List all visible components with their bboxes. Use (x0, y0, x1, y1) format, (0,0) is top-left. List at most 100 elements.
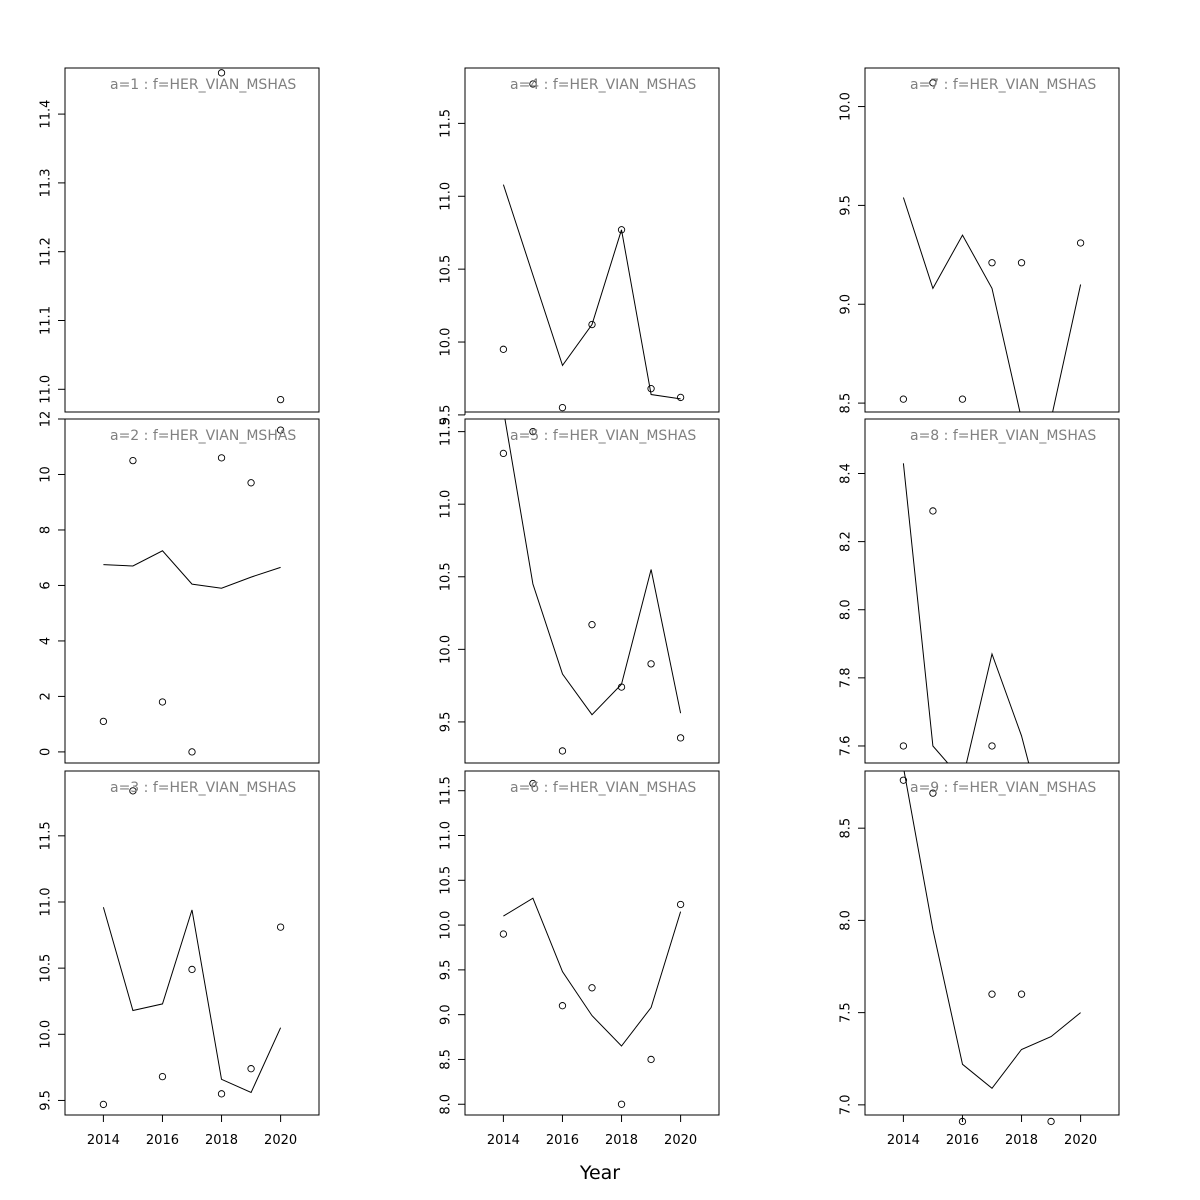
data-point (558, 403, 567, 412)
data-point (129, 787, 137, 795)
y-tick-label: 10.0 (839, 92, 854, 121)
fitted-line (903, 771, 1081, 1090)
y-tick-label: 8.5 (439, 1049, 454, 1070)
x-tick-label: 2020 (1064, 1133, 1097, 1148)
y-tick-label: 9.5 (439, 712, 454, 733)
y-tick-label: 11.4 (39, 100, 54, 129)
y-tick-label: 0 (39, 748, 54, 756)
data-point (988, 742, 996, 750)
data-point (129, 456, 137, 465)
panel-5: 9.5 10.0 10.5 11.0 11.5 a=5 : f=HER_VIAN_MSHA… (439, 417, 720, 764)
y-tick-label: 8.0 (839, 599, 854, 620)
y-tick-label: 10.5 (439, 562, 454, 591)
y-tick-label: 10.0 (439, 911, 454, 940)
y-tick-label: 11.5 (39, 821, 54, 850)
x-tick-label: 2020 (664, 1133, 697, 1148)
y-tick-label: 11.0 (39, 375, 54, 404)
data-point (276, 923, 285, 931)
y-tick-label: 7.5 (839, 1002, 854, 1023)
y-tick-label: 8.0 (839, 910, 854, 931)
data-point (958, 395, 967, 403)
y-tick-label: 7.8 (839, 668, 854, 689)
y-tick-label: 9.5 (439, 960, 454, 981)
data-point (158, 1072, 167, 1081)
y-tick-label: 11.0 (439, 490, 454, 519)
data-point (499, 930, 508, 938)
panel-frame (464, 67, 720, 413)
x-tick-label: 2016 (946, 1133, 979, 1148)
panel-data (103, 550, 281, 589)
y-tick-label: 8.0 (439, 1094, 454, 1115)
x-tick-label: 2016 (146, 1133, 179, 1148)
panel-title: a=7 : f=HER_VIAN_MSHAS (910, 77, 1096, 93)
panel-title: a=5 : f=HER_VIAN_MSHAS (510, 428, 696, 444)
data-point (899, 395, 908, 403)
y-tick-label: 10.0 (439, 635, 454, 664)
data-point (929, 79, 937, 87)
panel-title: a=3 : f=HER_VIAN_MSHAS (110, 780, 296, 796)
data-point (588, 984, 596, 992)
data-point (647, 660, 655, 668)
data-point (217, 454, 226, 462)
panel-frame (464, 418, 720, 764)
data-point (188, 748, 196, 756)
data-point (529, 427, 537, 436)
fitted-line (502, 184, 681, 400)
data-point (529, 779, 537, 788)
y-tick-label: 2 (39, 692, 54, 700)
panel-frame (864, 418, 1120, 764)
y-tick-label: 10.5 (439, 255, 454, 284)
y-tick-label: 8.4 (839, 463, 854, 484)
y-tick-label: 10 (39, 466, 54, 483)
data-point (247, 1065, 255, 1073)
y-tick-label: 9.0 (439, 1004, 454, 1025)
x-axis-title: Year (579, 1162, 620, 1184)
x-tick-label: 2016 (546, 1133, 579, 1148)
data-point (929, 789, 937, 797)
y-tick-label: 11.0 (439, 182, 454, 211)
panel-data (102, 907, 282, 1094)
y-tick-label: 9.5 (839, 195, 854, 216)
y-tick-label: 10.5 (439, 866, 454, 895)
y-tick-label: 9.5 (439, 405, 454, 426)
data-point (676, 900, 685, 909)
x-tick-label: 2014 (487, 1133, 520, 1148)
y-tick-label: 11.0 (439, 821, 454, 850)
panel-frame (64, 770, 320, 1116)
panel-data (902, 197, 1082, 412)
y-tick-label: 10.5 (39, 954, 54, 983)
y-tick-label: 4 (39, 637, 54, 645)
data-point (899, 776, 908, 784)
data-point (617, 1100, 626, 1108)
y-tick-label: 8.5 (839, 393, 854, 414)
x-tick-label: 2018 (205, 1133, 238, 1148)
data-point (676, 734, 685, 742)
data-point (647, 385, 655, 393)
y-tick-label: 11.3 (39, 168, 54, 197)
data-point (988, 990, 996, 998)
data-point (1047, 1117, 1055, 1126)
data-point (588, 621, 596, 629)
y-tick-label: 8 (39, 526, 54, 534)
panel-frame (64, 67, 320, 413)
y-tick-label: 11.2 (39, 237, 54, 266)
y-tick-label: 7.0 (839, 1095, 854, 1116)
data-point (588, 320, 596, 329)
fitted-line (504, 419, 682, 716)
data-point (247, 479, 255, 487)
y-tick-label: 9.0 (839, 294, 854, 315)
y-tick-label: 9.5 (39, 1090, 54, 1111)
y-tick-label: 10.0 (439, 328, 454, 357)
data-point (217, 69, 226, 77)
panel-data (503, 897, 682, 1047)
y-tick-label: 7.6 (839, 736, 854, 757)
panel-data (504, 419, 682, 716)
panel-data (902, 463, 1030, 763)
x-tick-label: 2018 (1005, 1133, 1038, 1148)
data-point (1017, 259, 1026, 267)
panel-1: 11.0 11.1 11.2 11.3 11.4 a=1 : f=HER_VIAN_MSH… (39, 67, 320, 413)
panel-title: a=4 : f=HER_VIAN_MSHAS (510, 77, 696, 93)
fitted-line (102, 907, 282, 1094)
data-point (217, 1090, 226, 1098)
